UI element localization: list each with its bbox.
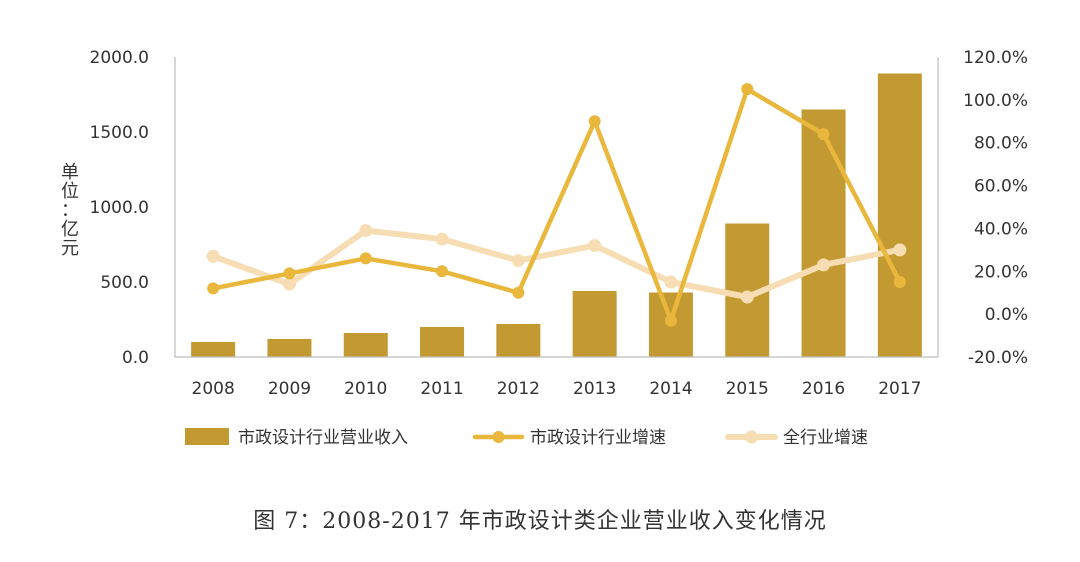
left-tick-label: 1500.0 xyxy=(90,123,149,143)
municipal-growth-point-2013 xyxy=(588,115,601,128)
x-tick-label: 2010 xyxy=(344,379,387,399)
all-industry-growth-point-2008 xyxy=(206,249,220,263)
x-tick-label: 2009 xyxy=(268,379,311,399)
bar-2012 xyxy=(496,324,541,357)
x-tick-label: 2015 xyxy=(726,379,769,399)
municipal-growth-point-2010 xyxy=(359,252,372,265)
municipal-growth-line xyxy=(210,86,903,323)
x-tick-label: 2012 xyxy=(497,379,540,399)
left-tick-label: 0.0 xyxy=(122,348,149,368)
right-tick-label: 20.0% xyxy=(974,262,1028,282)
unit-label-char: 亿 xyxy=(61,219,79,240)
municipal-growth-point-2008 xyxy=(207,282,220,295)
x-tick-label: 2013 xyxy=(573,379,616,399)
right-tick-label: 120.0% xyxy=(963,48,1028,68)
all-industry-growth-line xyxy=(210,227,903,300)
bar-2008 xyxy=(191,342,236,357)
legend-municipal-growth-swatch-marker xyxy=(492,431,505,443)
municipal-growth-point-2016 xyxy=(817,128,830,141)
all-industry-growth-point-2012 xyxy=(511,254,525,268)
bar-2009 xyxy=(267,339,312,357)
bar-2017 xyxy=(877,73,922,357)
right-tick-label: 60.0% xyxy=(974,177,1028,197)
x-axis: 2008 2009 2010 2011 2012 2013 2014 2015 2016 2017 xyxy=(175,356,938,399)
bar-series xyxy=(191,73,922,357)
x-tick-label: 2011 xyxy=(420,379,463,399)
left-tick-label: 500.0 xyxy=(100,273,149,293)
left-y-axis: 0.0 500.0 1000.0 1500.0 2000.0 xyxy=(90,48,176,368)
legend-all-industry-growth-swatch-marker xyxy=(745,430,758,444)
unit-label-char: 单 xyxy=(61,162,79,183)
x-tick-label: 2014 xyxy=(649,379,692,399)
unit-label-char: 位 xyxy=(61,181,79,202)
municipal-growth-point-2017 xyxy=(893,276,906,288)
unit-label-char: 元 xyxy=(61,238,79,259)
left-tick-label: 1000.0 xyxy=(90,198,149,218)
bar-2016 xyxy=(801,109,846,357)
bar-2011 xyxy=(420,327,465,357)
municipal-growth-point-2012 xyxy=(512,286,525,299)
right-y-axis: -20.0% 0.0% 20.0% 40.0% 60.0% 80.0% 100.0% 120.… xyxy=(937,48,1028,368)
bar-2013 xyxy=(572,291,617,357)
legend: 市政设计行业营业收入 市政设计行业增速 全行业增速 xyxy=(185,428,868,448)
municipal-growth-point-2014 xyxy=(664,314,677,327)
legend-municipal-growth-label: 市政设计行业增速 xyxy=(530,428,666,448)
all-industry-growth-point-2017 xyxy=(893,243,907,257)
right-tick-label: 0.0% xyxy=(985,305,1028,325)
all-industry-growth-point-2011 xyxy=(435,232,449,246)
x-tick-label: 2016 xyxy=(802,379,845,399)
all-industry-growth-point-2009 xyxy=(282,277,296,291)
right-tick-label: 80.0% xyxy=(974,134,1028,154)
y-axis-unit-label: 单位：亿元 xyxy=(61,162,79,259)
unit-label-char: ： xyxy=(61,200,79,221)
municipal-growth-point-2011 xyxy=(436,265,449,278)
left-tick-label: 2000.0 xyxy=(90,48,149,68)
all-industry-growth-point-2013 xyxy=(588,239,602,253)
municipal-growth-point-2009 xyxy=(283,267,296,280)
legend-bar-label: 市政设计行业营业收入 xyxy=(238,428,408,448)
municipal-growth-series xyxy=(207,83,906,327)
all-industry-growth-point-2015 xyxy=(740,290,754,304)
all-industry-growth-series xyxy=(206,224,907,304)
x-tick-label: 2017 xyxy=(878,379,921,399)
right-tick-label: 100.0% xyxy=(963,91,1028,111)
legend-bar-swatch xyxy=(185,428,229,445)
right-tick-label: -20.0% xyxy=(968,348,1028,368)
all-industry-growth-point-2014 xyxy=(664,275,678,289)
all-industry-growth-point-2010 xyxy=(359,224,373,238)
bar-2010 xyxy=(343,333,388,357)
legend-all-industry-growth-label: 全行业增速 xyxy=(783,428,868,448)
figure-caption: 图 7：2008-2017 年市政设计类企业营业收入变化情况 xyxy=(253,509,827,534)
combo-chart: 0.0 500.0 1000.0 1500.0 2000.0 -20.0% 0.0% 20.… xyxy=(61,48,1028,448)
municipal-growth-point-2015 xyxy=(741,83,754,96)
all-industry-growth-point-2016 xyxy=(817,258,831,272)
right-tick-label: 40.0% xyxy=(974,219,1028,239)
x-tick-label: 2008 xyxy=(192,379,235,399)
